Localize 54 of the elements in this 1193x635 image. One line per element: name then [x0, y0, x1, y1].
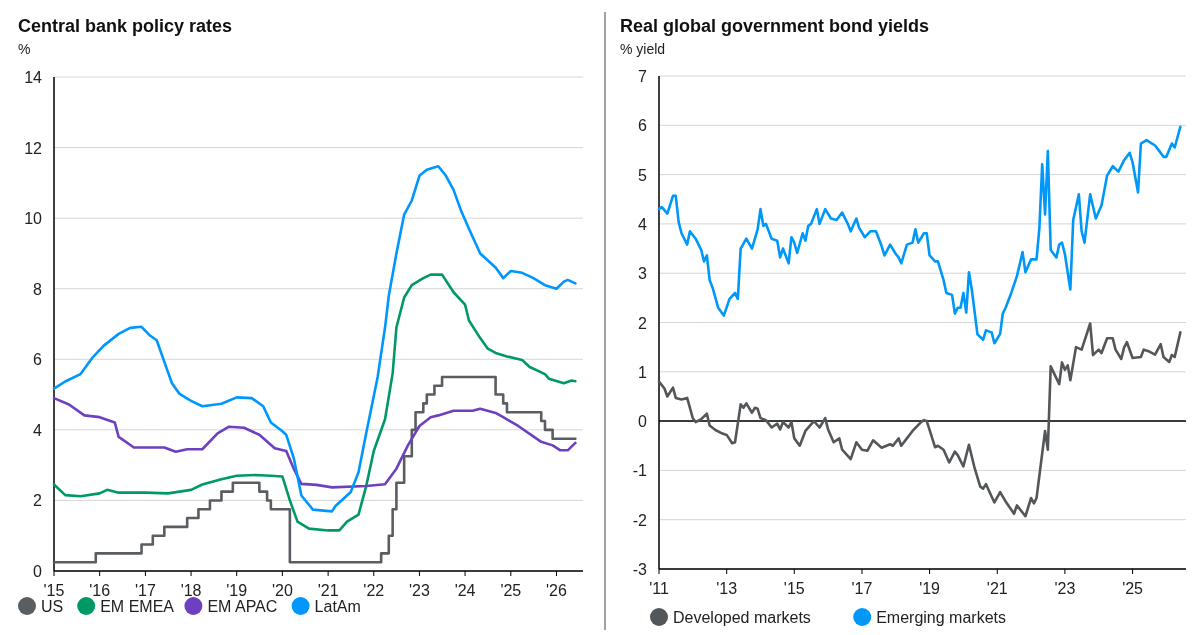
x-tick-label: '19 [226, 582, 248, 599]
y-tick-label: 10 [24, 210, 43, 228]
y-tick-label: 8 [33, 280, 43, 298]
y-tick-label: -1 [632, 462, 648, 480]
legend-label: EM EMEA [100, 598, 175, 615]
line-series [657, 322, 1182, 518]
legend-label: Developed markets [673, 609, 811, 626]
y-tick-label: 2 [33, 492, 43, 510]
legend-label: US [41, 598, 64, 615]
legend-label: LatAm [314, 598, 361, 615]
x-tick-label: '22 [363, 582, 385, 599]
chart-title: Real global government bond yields [620, 16, 930, 36]
x-tick-label: '11 [649, 580, 669, 597]
y-tick-label: 3 [638, 265, 648, 283]
y-tick-label: 0 [33, 563, 43, 580]
y-tick-label: 12 [24, 139, 43, 157]
x-tick-label: '26 [546, 582, 568, 599]
x-tick-label: '24 [454, 582, 476, 599]
x-tick-label: '17 [134, 582, 156, 599]
line-series [52, 164, 577, 513]
y-tick-label: 0 [638, 413, 648, 431]
line-series [52, 396, 577, 489]
y-tick-label: 1 [638, 363, 648, 381]
x-tick-label: '17 [851, 580, 873, 597]
x-tick-label: '13 [716, 580, 738, 597]
y-tick-label: -3 [632, 561, 648, 578]
y-tick-label: 14 [24, 69, 43, 86]
x-tick-label: '19 [919, 580, 941, 597]
x-tick-label: '23 [1054, 580, 1076, 597]
y-tick-label: 6 [33, 351, 43, 369]
y-tick-label: 4 [33, 421, 43, 439]
x-tick-label: '20 [271, 582, 293, 599]
line-series [52, 273, 577, 532]
x-tick-label: '21 [986, 580, 1008, 597]
y-tick-label: -2 [632, 511, 648, 529]
y-tick-label: 5 [638, 166, 648, 184]
legend-label: EM APAC [207, 598, 278, 615]
legend-label: Emerging markets [876, 609, 1007, 626]
x-tick-label: '15 [43, 582, 65, 599]
y-tick-label: 2 [638, 314, 648, 332]
x-tick-label: '25 [500, 582, 522, 599]
x-tick-label: '25 [1122, 580, 1144, 597]
chart-title: Central bank policy rates [18, 16, 233, 36]
x-tick-label: '15 [783, 580, 805, 597]
y-axis-title: % yield [620, 41, 666, 57]
y-axis-title: % [18, 41, 31, 57]
y-tick-label: 6 [638, 117, 648, 135]
x-tick-label: '16 [89, 582, 111, 599]
line-series [657, 125, 1182, 345]
y-tick-label: 4 [638, 215, 648, 233]
y-tick-label: 7 [638, 68, 648, 85]
x-tick-label: '18 [180, 582, 202, 599]
x-tick-label: '23 [408, 582, 430, 599]
x-tick-label: '21 [317, 582, 339, 599]
